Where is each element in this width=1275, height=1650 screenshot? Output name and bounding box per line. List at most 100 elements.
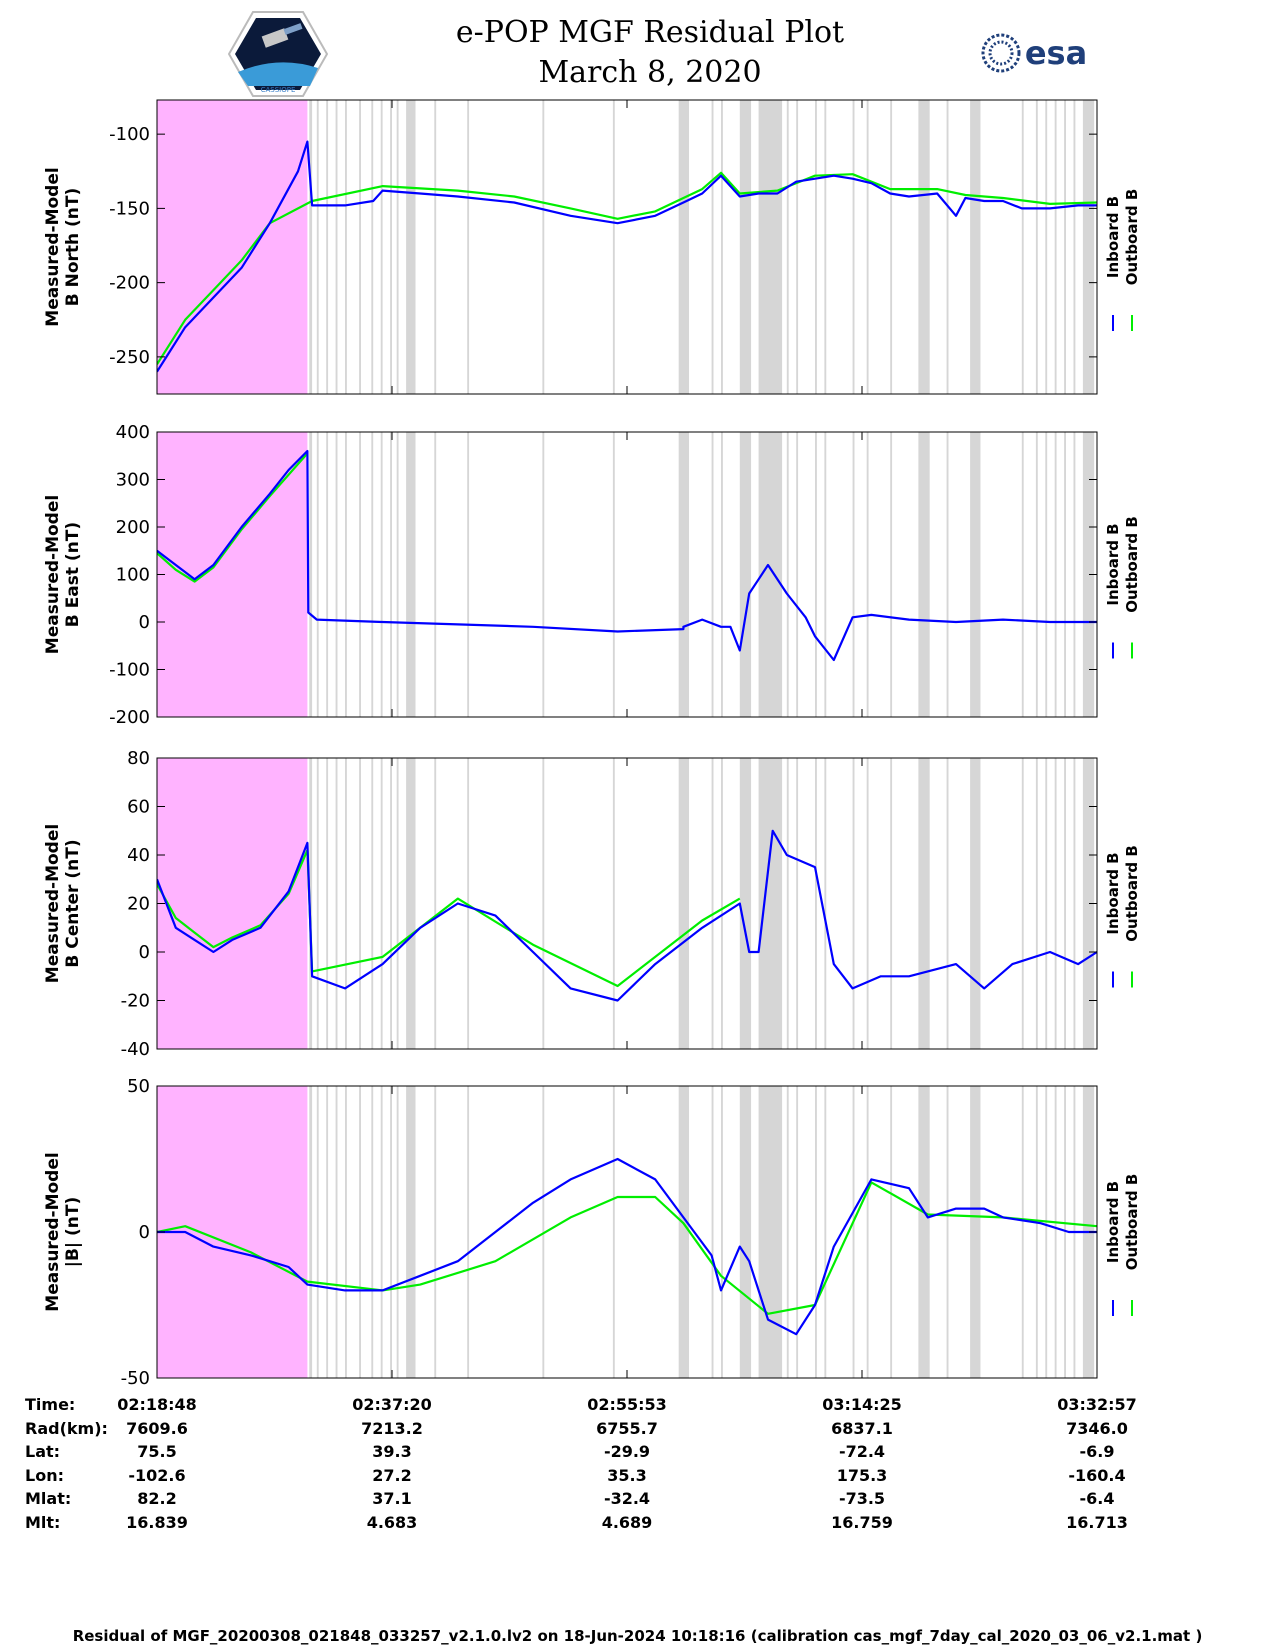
data-gap-band [1021, 758, 1024, 1049]
y-tick-label: -150 [109, 198, 150, 219]
data-gap-band [335, 1086, 338, 1378]
data-gap-band [824, 100, 827, 394]
footer-cell: -6.9 [1079, 1442, 1115, 1461]
footer-cell: 6755.7 [596, 1418, 658, 1438]
data-gap-band [815, 100, 817, 394]
footer-cell: -32.4 [603, 1489, 651, 1508]
y-tick-label: -100 [109, 124, 150, 145]
y-axis-label: Measured-Model [43, 1152, 63, 1311]
data-gap-band [612, 100, 615, 394]
data-gap-band [359, 758, 361, 1049]
series-inboard-b [157, 140, 1097, 373]
data-gap-band [758, 758, 783, 1049]
data-gap-band [434, 100, 437, 394]
data-gap-band [326, 432, 329, 717]
footer-cell: 82.2 [137, 1489, 177, 1508]
data-gap-band [786, 432, 789, 717]
data-gap-band [406, 758, 416, 1049]
data-gap-band [1082, 432, 1095, 717]
data-gap-band [1045, 100, 1048, 394]
data-gap-band [345, 758, 347, 1049]
data-gap-band [434, 758, 437, 1049]
data-gap-band [1045, 432, 1048, 717]
data-gap-band [345, 1086, 347, 1378]
footer-cell: -6.4 [1079, 1489, 1115, 1508]
y-tick-label: 100 [116, 565, 150, 586]
data-gap-band [359, 432, 361, 717]
y-tick-label: -200 [109, 707, 150, 728]
footer-cell: 37.1 [372, 1489, 412, 1508]
data-gap-band [309, 100, 313, 394]
legend-label: Outboard B [1123, 1174, 1141, 1271]
y-tick-label: 300 [116, 470, 150, 491]
data-gap-band [335, 100, 338, 394]
data-gap-band [970, 758, 981, 1049]
y-tick-label: -40 [121, 1039, 150, 1060]
data-gap-band [396, 1086, 399, 1378]
cassiope-logo-text: CASSIOPE [261, 86, 296, 94]
footer-cell: -102.6 [128, 1465, 186, 1485]
data-gap-band [1082, 100, 1095, 394]
data-gap-band [739, 758, 752, 1049]
series-inboard-b [157, 1157, 1097, 1336]
data-gap-band [326, 100, 329, 394]
data-gap-band [711, 100, 714, 394]
esa-logo-text: esa [1025, 34, 1087, 72]
footer-note: Residual of MGF_20200308_021848_033257_v… [72, 1627, 1203, 1645]
data-gap-band [815, 758, 817, 1049]
data-gap-band [758, 1086, 783, 1378]
data-gap-band [390, 758, 392, 1049]
y-axis-label-units: B North (nT) [63, 188, 83, 307]
data-gap-band [1021, 1086, 1024, 1378]
esa-logo: esa [981, 33, 1087, 73]
data-gap-band [467, 100, 470, 394]
footer-cell: 27.2 [372, 1465, 412, 1485]
data-gap-band [542, 100, 545, 394]
plot-date: March 8, 2020 [538, 55, 762, 90]
data-gap-band [678, 100, 690, 394]
data-gap-band [1035, 100, 1038, 394]
data-gap-band [946, 432, 949, 717]
data-gap-band [309, 1086, 313, 1378]
data-gap-band [970, 432, 981, 717]
panel-4: 50 0 -50 Measured-Model |B| (nT) Inboard B Out… [43, 1076, 1141, 1389]
footer-cell: -160.4 [1068, 1465, 1126, 1485]
legend-label: Inboard B [1104, 523, 1122, 605]
data-gap-band [852, 100, 855, 394]
data-gap-band [316, 100, 319, 394]
data-gap-band [970, 100, 981, 394]
data-gap-band [796, 758, 799, 1049]
data-gap-band [824, 758, 827, 1049]
data-gap-band [1073, 100, 1076, 394]
data-gap-band [852, 758, 855, 1049]
data-gap-band [866, 100, 869, 394]
y-tick-label: -250 [109, 347, 150, 368]
data-gap-band [359, 100, 361, 394]
data-gap-band [1064, 1086, 1066, 1378]
legend-label: Outboard B [1123, 189, 1141, 286]
data-gap-band [1064, 758, 1066, 1049]
data-gap-band [380, 1086, 383, 1378]
data-gap-band [786, 1086, 789, 1378]
data-gap-band [316, 758, 319, 1049]
data-gap-band [678, 1086, 690, 1378]
data-gap-band [918, 100, 930, 394]
y-tick-label: 60 [127, 797, 150, 818]
data-gap-band [1021, 100, 1024, 394]
legend-label: Outboard B [1123, 516, 1141, 613]
data-gap-band [739, 100, 752, 394]
data-gap-band [380, 100, 383, 394]
data-gap-band [890, 432, 893, 717]
plot-title: e-POP MGF Residual Plot [455, 15, 845, 50]
data-gap-band [396, 758, 399, 1049]
y-tick-label: -50 [121, 1368, 150, 1389]
data-gap-band [316, 1086, 319, 1378]
data-gap-band [467, 758, 470, 1049]
data-gap-band [739, 1086, 752, 1378]
residual-plots: -100 -150 -200 -250 Measured-Model B North (n… [43, 99, 1141, 1389]
y-axis-label: Measured-Model [43, 495, 63, 654]
data-gap-band [542, 432, 545, 717]
data-gap-band [711, 1086, 714, 1378]
legend-label: Inboard B [1104, 196, 1122, 278]
data-gap-band [1054, 1086, 1057, 1378]
